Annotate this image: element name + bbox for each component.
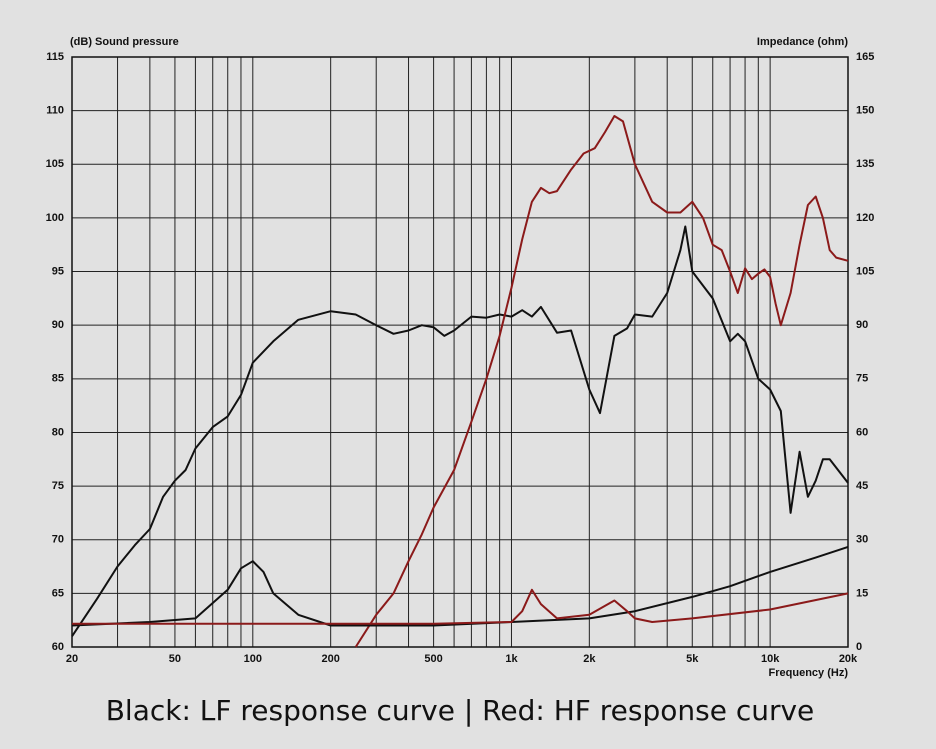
y-tick-label: 110 — [46, 105, 64, 117]
y2-tick-label: 0 — [856, 641, 862, 653]
y2-tick-label: 90 — [856, 319, 868, 331]
y2-tick-label: 15 — [856, 587, 868, 599]
y2-axis-label: Impedance (ohm) — [757, 36, 848, 48]
series-line — [71, 545, 849, 627]
y-tick-label: 105 — [46, 158, 64, 170]
y2-tick-label: 75 — [856, 373, 868, 385]
plot-frame — [71, 56, 849, 648]
y-tick-label: 100 — [46, 212, 64, 224]
x-axis-label: Frequency (Hz) — [769, 667, 849, 679]
x-tick-label: 5k — [686, 653, 699, 665]
y-tick-label: 115 — [46, 51, 64, 63]
y-axis-label: (dB) Sound pressure — [70, 36, 179, 48]
x-tick-label: 2k — [583, 653, 596, 665]
y2-tick-label: 165 — [856, 51, 874, 63]
y2-tick-label: 135 — [856, 158, 874, 170]
y2-tick-label: 120 — [856, 212, 874, 224]
x-tick-label: 20 — [66, 653, 78, 665]
y-tick-label: 65 — [52, 587, 64, 599]
x-tick-label: 10k — [761, 653, 780, 665]
x-tick-label: 1k — [505, 653, 518, 665]
y2-tick-label: 30 — [856, 534, 868, 546]
y-tick-label: 60 — [52, 641, 64, 653]
y2-tick-label: 105 — [856, 265, 874, 277]
x-tick-label: 100 — [244, 653, 262, 665]
y-tick-label: 95 — [52, 265, 64, 277]
y-tick-label: 80 — [52, 426, 64, 438]
y2-tick-label: 45 — [856, 480, 868, 492]
y-tick-label: 70 — [52, 534, 64, 546]
caption: Black: LF response curve | Red: HF respo… — [106, 694, 815, 727]
series-line — [354, 115, 849, 648]
y2-tick-label: 150 — [856, 105, 874, 117]
series-line — [72, 588, 849, 625]
y-tick-label: 90 — [52, 319, 64, 331]
y-tick-label: 75 — [52, 480, 64, 492]
x-tick-label: 20k — [839, 653, 858, 665]
x-tick-label: 50 — [169, 653, 181, 665]
x-tick-label: 500 — [424, 653, 442, 665]
x-tick-label: 200 — [321, 653, 339, 665]
series-line — [71, 225, 849, 637]
y2-tick-label: 60 — [856, 426, 868, 438]
y-tick-label: 85 — [52, 373, 64, 385]
